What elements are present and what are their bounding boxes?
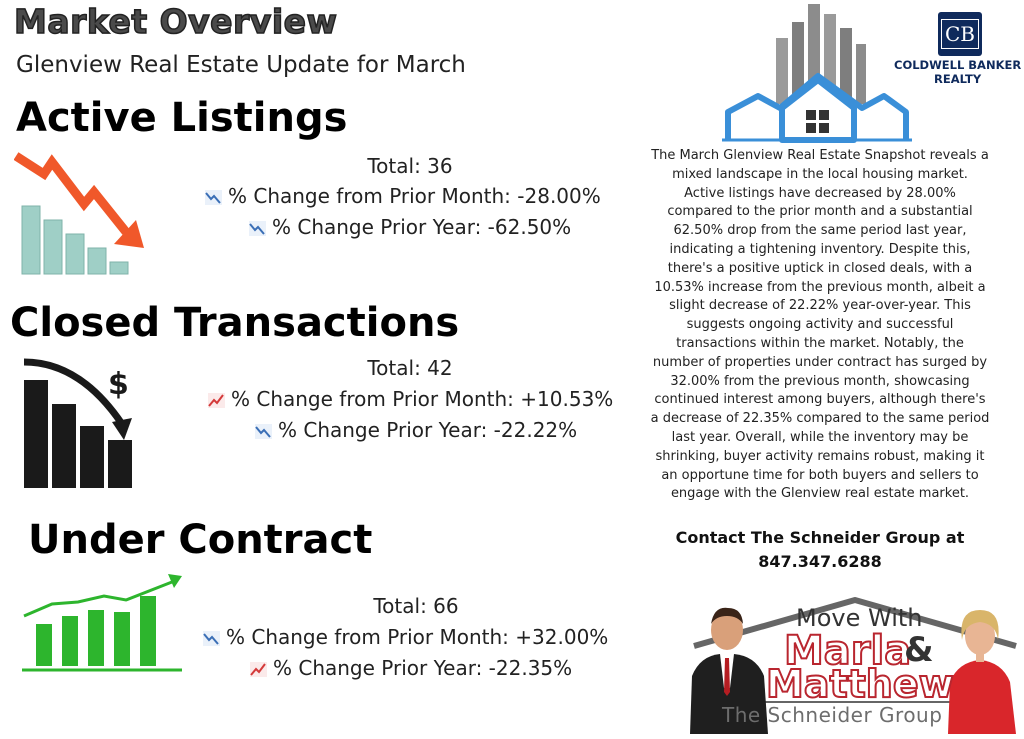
closed-transactions-year-change-text: % Change Prior Year: -22.22% xyxy=(278,418,578,442)
contact-block: Contact The Schneider Group at 847.347.6… xyxy=(650,526,990,574)
page-subtitle: Glenview Real Estate Update for March xyxy=(16,52,466,78)
under-contract-year-change-text: % Change Prior Year: -22.35% xyxy=(273,656,573,680)
brand-name-line1: COLDWELL BANKER xyxy=(894,58,1022,72)
closed-transactions-heading: Closed Transactions xyxy=(10,300,460,346)
female-agent-photo xyxy=(948,610,1016,734)
logo-mark: CB xyxy=(941,19,979,49)
trend-down-icon xyxy=(249,221,266,236)
trend-up-icon xyxy=(250,662,267,677)
active-listings-month-change: % Change from Prior Month: -28.00% xyxy=(205,184,601,208)
trend-down-icon xyxy=(205,190,222,205)
banner-group-name: The Schneider Group xyxy=(722,703,943,727)
banner-marla: Marla xyxy=(783,627,912,675)
active-listings-year-change: % Change Prior Year: -62.50% xyxy=(249,215,571,239)
under-contract-total: Total: 66 xyxy=(373,594,459,618)
closed-transactions-month-change-text: % Change from Prior Month: +10.53% xyxy=(231,387,614,411)
coldwell-banker-logo: CB xyxy=(938,12,982,56)
banner-move-with: Move With xyxy=(796,604,923,632)
banner-ampersand: & xyxy=(904,630,934,670)
agents-banner-graphic xyxy=(690,597,1017,734)
under-contract-month-change-text: % Change from Prior Month: +32.00% xyxy=(226,625,609,649)
contact-line: Contact The Schneider Group at xyxy=(675,528,965,547)
closed-transactions-month-change: % Change from Prior Month: +10.53% xyxy=(208,387,613,411)
trend-down-icon xyxy=(255,424,272,439)
contact-phone: 847.347.6288 xyxy=(758,552,882,571)
declining-bar-chart-icon xyxy=(14,152,144,275)
brand-name: COLDWELL BANKER REALTY xyxy=(894,58,1021,86)
closed-transactions-total: Total: 42 xyxy=(367,356,453,380)
active-listings-month-change-text: % Change from Prior Month: -28.00% xyxy=(228,184,601,208)
male-agent-photo xyxy=(690,607,768,734)
trend-up-icon xyxy=(208,393,225,408)
active-listings-year-change-text: % Change Prior Year: -62.50% xyxy=(272,215,572,239)
declining-dollar-chart-icon: $ xyxy=(23,358,132,488)
svg-text:$: $ xyxy=(108,367,129,402)
banner-matthew: Matthew xyxy=(765,661,955,707)
under-contract-month-change: % Change from Prior Month: +32.00% xyxy=(203,625,608,649)
under-contract-year-change: % Change Prior Year: -22.35% xyxy=(250,656,572,680)
trend-down-icon xyxy=(203,631,220,646)
page-title: Market Overview xyxy=(13,1,338,42)
market-summary-text: The March Glenview Real Estate Snapshot … xyxy=(650,148,990,502)
under-contract-heading: Under Contract xyxy=(28,517,373,563)
active-listings-heading: Active Listings xyxy=(16,95,348,141)
city-house-logo-icon xyxy=(722,4,912,143)
brand-name-line2: REALTY xyxy=(933,72,982,86)
rising-bar-chart-icon xyxy=(22,574,182,672)
closed-transactions-year-change: % Change Prior Year: -22.22% xyxy=(255,418,577,442)
active-listings-total: Total: 36 xyxy=(367,154,453,178)
